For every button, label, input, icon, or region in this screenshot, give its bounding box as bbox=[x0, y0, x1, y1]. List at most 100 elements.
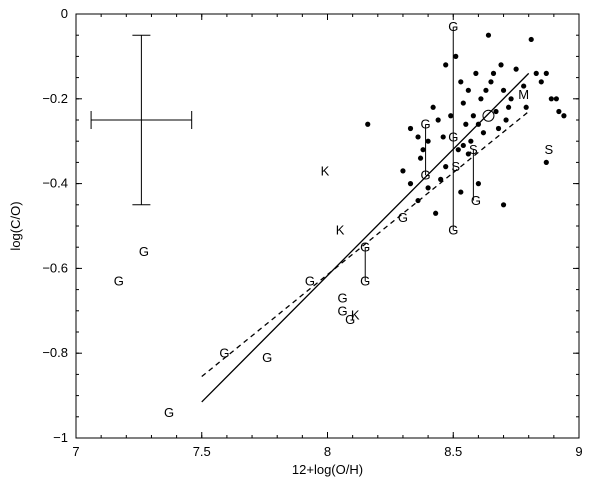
open-circle-point bbox=[482, 109, 495, 122]
x-tick-label: 7.5 bbox=[193, 444, 211, 459]
filled-point bbox=[458, 79, 464, 85]
filled-point bbox=[478, 96, 484, 102]
filled-point bbox=[443, 164, 449, 170]
filled-point bbox=[475, 181, 481, 187]
filled-point bbox=[490, 70, 497, 76]
filled-point bbox=[458, 189, 464, 195]
y-tick-label: −0.6 bbox=[42, 260, 68, 275]
labeled-point-g: G bbox=[262, 350, 272, 365]
labeled-point-g: G bbox=[139, 244, 149, 259]
y-tick-label: 0 bbox=[61, 6, 68, 21]
labeled-point-g: G bbox=[338, 291, 348, 306]
filled-point bbox=[503, 117, 509, 123]
filled-point bbox=[415, 134, 421, 140]
labeled-point-s: S bbox=[469, 142, 478, 157]
fit-line-dashed bbox=[201, 111, 530, 378]
y-tick-label: −0.8 bbox=[42, 345, 68, 360]
filled-point bbox=[528, 36, 534, 43]
labeled-point-g: G bbox=[421, 168, 431, 183]
labeled-point-g: G bbox=[360, 240, 370, 255]
labeled-point-g: G bbox=[219, 346, 229, 361]
open-circles bbox=[482, 109, 495, 122]
filled-point bbox=[463, 121, 469, 127]
labeled-point-g: G bbox=[471, 193, 481, 208]
fit-line-solid bbox=[201, 72, 530, 403]
labeled-point-g: G bbox=[421, 117, 431, 132]
filled-point bbox=[365, 121, 371, 127]
plot-border bbox=[75, 13, 580, 439]
x-tick-label: 9 bbox=[575, 444, 582, 459]
filled-point bbox=[438, 176, 444, 182]
filled-point bbox=[508, 96, 514, 102]
filled-point bbox=[513, 66, 519, 72]
labeled-point-g: G bbox=[398, 210, 408, 225]
y-axis-label: log(C/O) bbox=[8, 201, 23, 250]
filled-point bbox=[488, 79, 494, 85]
filled-point bbox=[505, 104, 512, 110]
filled-point bbox=[430, 104, 436, 110]
labeled-point-k: K bbox=[336, 223, 345, 238]
filled-point bbox=[543, 159, 549, 165]
filled-point bbox=[521, 83, 527, 89]
filled-point bbox=[470, 113, 476, 119]
labeled-point-g: G bbox=[448, 129, 458, 144]
filled-point bbox=[465, 87, 471, 93]
filled-point bbox=[440, 134, 446, 140]
filled-point bbox=[561, 113, 567, 119]
filled-point bbox=[465, 151, 471, 157]
filled-point bbox=[400, 168, 406, 174]
x-tick-label: 7 bbox=[72, 444, 79, 459]
labeled-point-m: M bbox=[518, 87, 529, 102]
x-tick-label: 8.5 bbox=[444, 444, 462, 459]
labeled-point-g: G bbox=[360, 274, 370, 289]
filled-point bbox=[533, 70, 539, 76]
y-tick-label: −1 bbox=[53, 430, 68, 445]
labeled-point-g: G bbox=[448, 19, 458, 34]
fit-lines bbox=[201, 72, 530, 403]
y-tick-label: −0.2 bbox=[42, 91, 68, 106]
labeled-point-g: G bbox=[338, 303, 348, 318]
labeled-point-g: G bbox=[345, 312, 355, 327]
representative-error-bar bbox=[90, 34, 193, 206]
filled-point bbox=[435, 117, 441, 123]
filled-point bbox=[498, 62, 504, 68]
filled-point bbox=[493, 108, 499, 115]
labeled-point-k: K bbox=[321, 163, 330, 178]
x-tick-label: 8 bbox=[324, 444, 331, 459]
filled-point bbox=[468, 138, 474, 144]
filled-point bbox=[483, 87, 489, 93]
plot-frame bbox=[75, 13, 580, 439]
filled-point bbox=[407, 181, 414, 187]
filled-point bbox=[500, 202, 507, 208]
filled-point bbox=[556, 108, 562, 115]
filled-point bbox=[425, 185, 431, 191]
filled-point bbox=[460, 100, 466, 106]
filled-point bbox=[485, 32, 492, 38]
filled-point bbox=[538, 79, 544, 85]
labeled-point-g: G bbox=[305, 274, 315, 289]
filled-point bbox=[415, 197, 421, 204]
x-axis-label: 12+log(O/H) bbox=[292, 462, 363, 477]
filled-point bbox=[460, 142, 466, 149]
vertical-bars bbox=[364, 26, 474, 282]
filled-point bbox=[448, 113, 454, 119]
filled-point bbox=[425, 138, 431, 144]
filled-point bbox=[543, 70, 549, 76]
filled-point bbox=[417, 155, 424, 161]
labeled-point-g: G bbox=[114, 274, 124, 289]
filled-points bbox=[365, 32, 567, 216]
labeled-point-k: K bbox=[351, 308, 360, 323]
filled-point bbox=[523, 104, 529, 110]
filled-point bbox=[453, 53, 459, 60]
y-ticks: 0 −0.2 −0.4 −0.6 −0.8 −1 bbox=[42, 6, 579, 445]
filled-point bbox=[455, 147, 461, 153]
x-ticks: 7 7.5 8 8.5 9 bbox=[72, 14, 583, 459]
filled-point bbox=[473, 70, 479, 76]
filled-point bbox=[495, 125, 502, 132]
filled-point bbox=[420, 147, 426, 153]
y-tick-label: −0.4 bbox=[42, 176, 68, 191]
labeled-point-g: G bbox=[448, 223, 458, 238]
filled-point bbox=[553, 96, 559, 102]
